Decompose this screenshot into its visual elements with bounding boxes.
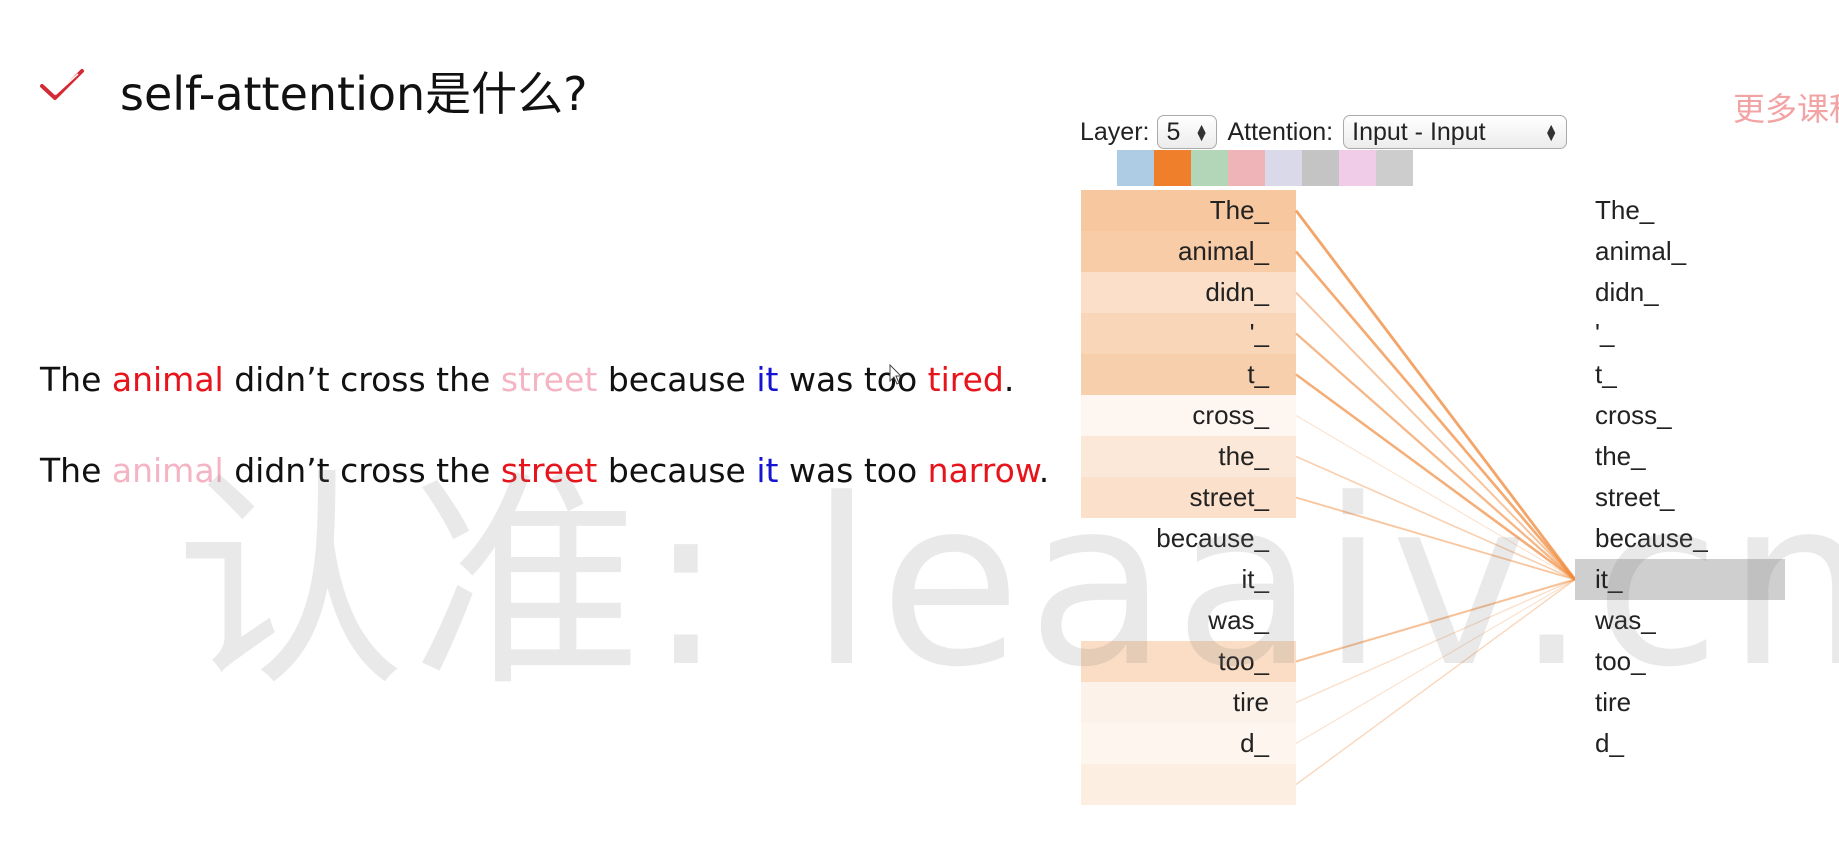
attention-line [1295,578,1576,704]
source-token[interactable]: was_ [1208,605,1269,635]
sentence-word: . [1003,360,1015,399]
layer-label: Layer: [1080,117,1150,146]
sentence-word: . [1038,451,1050,490]
source-token[interactable]: tire [1081,682,1296,723]
example-sentence-narrow: The animal didn’t cross the street becau… [40,451,1049,490]
attention-line [1295,496,1576,581]
attention-head-swatch[interactable] [1376,150,1413,186]
sentence-word: animal [111,360,224,399]
attention-line [1295,373,1576,581]
sentence-word: The [40,360,112,399]
target-token[interactable]: was_ [1595,605,1656,635]
attention-line [1294,250,1577,581]
attention-controls: Layer: 5 ▲ ▼ Attention: Input - Input ▲ ▼ [1080,112,1568,152]
attention-head-swatch[interactable] [1117,150,1154,186]
sentence-word: was too [778,360,928,399]
target-token[interactable]: The_ [1595,195,1655,225]
target-token[interactable]: t_ [1595,359,1617,389]
layer-value: 5 [1166,117,1181,146]
target-token[interactable]: cross_ [1595,400,1672,430]
example-sentence-tired: The animal didn’t cross the street becau… [40,360,1014,399]
attention-line [1294,209,1577,581]
source-token[interactable]: The_ [1081,190,1296,231]
source-token[interactable]: didn_ [1081,272,1296,313]
target-token[interactable]: didn_ [1595,277,1659,307]
sentence-word: because [597,360,757,399]
target-token[interactable]: because_ [1595,523,1708,553]
slide-title: self-attention是什么? [120,67,588,121]
attention-line [1295,578,1576,663]
source-token[interactable]: too_ [1081,641,1296,682]
attention-head-swatch[interactable] [1228,150,1265,186]
source-token[interactable]: animal_ [1081,231,1296,272]
source-token[interactable]: '_ [1081,313,1296,354]
select-arrows-icon: ▲ ▼ [1544,120,1559,144]
target-token[interactable]: too_ [1595,646,1646,676]
attention-head-swatch[interactable] [1191,150,1228,186]
sentence-word: street [500,451,598,490]
mouse-cursor-icon [889,364,903,385]
attention-line [1295,578,1576,745]
source-token[interactable] [1081,764,1296,805]
attention-type-select[interactable]: Input - Input ▲ ▼ [1343,115,1568,149]
target-token[interactable]: the_ [1595,441,1646,471]
check-icon [40,69,84,100]
sentence-word: The [40,451,112,490]
attention-label: Attention: [1227,117,1334,146]
sentence-word: it [756,360,779,399]
attention-line [1295,332,1576,581]
attention-head-swatch[interactable] [1154,150,1191,186]
attention-line [1295,455,1576,581]
layer-select[interactable]: 5 ▲ ▼ [1157,115,1218,149]
source-token[interactable]: cross_ [1081,395,1296,436]
attention-line [1295,291,1576,581]
sentence-word: narrow [927,451,1039,490]
sentence-word: because [597,451,757,490]
source-token-column: The_ animal_ didn_ '_ t_ cross_ the_ street_bec… [1081,190,1296,805]
sentence-word: tired [927,360,1004,399]
sentence-word: animal [111,451,224,490]
source-token[interactable]: d_ [1081,723,1296,764]
target-token[interactable]: tire [1595,687,1632,717]
source-token[interactable]: it_ [1241,564,1269,594]
source-token[interactable]: the_ [1081,436,1296,477]
select-arrows-icon: ▲ ▼ [1194,120,1209,144]
target-token[interactable]: '_ [1595,318,1615,348]
attention-line [1295,415,1576,580]
attention-line [1295,578,1576,786]
source-token[interactable]: because_ [1156,523,1269,553]
more-courses-text: 更多课程 [1733,90,1839,128]
attention-head-swatch[interactable] [1339,150,1376,186]
attention-head-swatch[interactable] [1265,150,1302,186]
sentence-word: didn’t cross the [223,451,501,490]
selected-target-token[interactable]: it_ [1575,559,1785,600]
target-token[interactable]: street_ [1595,482,1675,512]
source-token[interactable]: street_ [1081,477,1296,518]
attention-type-value: Input - Input [1352,117,1486,146]
source-token[interactable]: t_ [1081,354,1296,395]
sentence-word: street [500,360,598,399]
sentence-word: was too [778,451,928,490]
target-token[interactable]: d_ [1595,728,1624,758]
attention-head-swatches [1117,150,1413,186]
target-token[interactable]: animal_ [1595,236,1687,266]
attention-head-swatch[interactable] [1302,150,1339,186]
target-token-column: The_ animal_ didn_ '_ t_ cross_ the_ street_bec… [1575,190,1785,764]
sentence-word: it [756,451,779,490]
sentence-word: didn’t cross the [223,360,501,399]
